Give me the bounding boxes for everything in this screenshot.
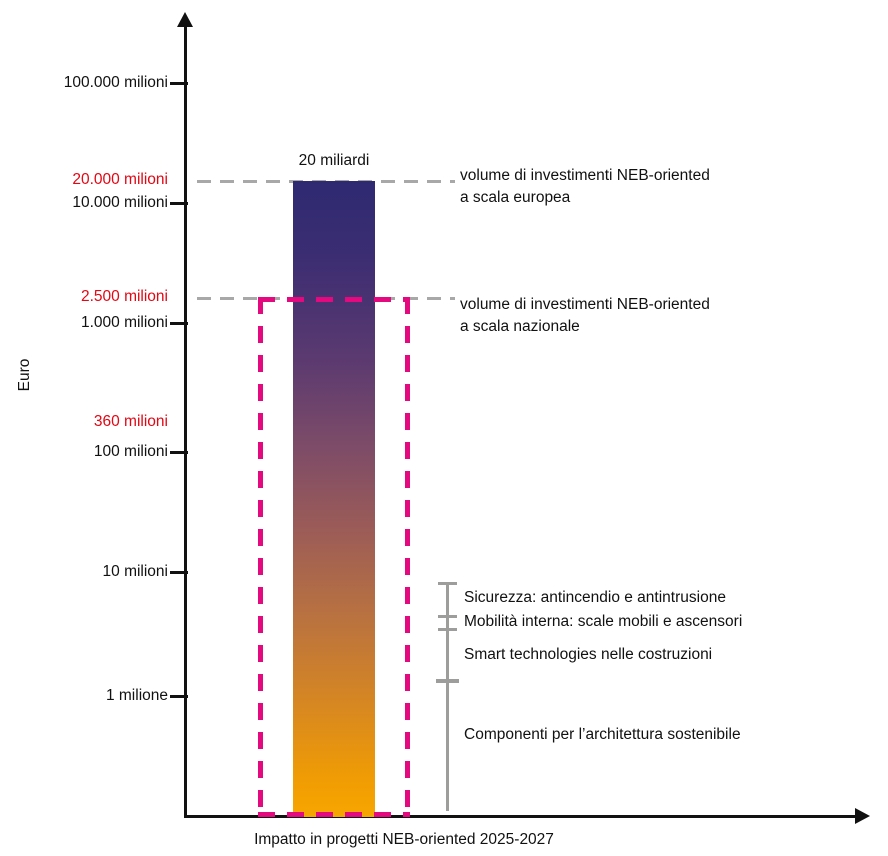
annotation-national-volume: volume di investimenti NEB-oriented a sc… xyxy=(460,294,710,338)
y-tick-label: 10 milioni xyxy=(102,563,168,580)
annotation-line: volume di investimenti NEB-oriented xyxy=(460,296,710,313)
y-tick xyxy=(170,695,188,698)
y-tick xyxy=(170,82,188,85)
y-tick-label: 1.000 milioni xyxy=(80,314,168,331)
y-tick-label: 100.000 milioni xyxy=(63,74,168,91)
y-tick xyxy=(170,451,188,454)
y-tick-label: 100 milioni xyxy=(93,443,168,460)
bracket-tick xyxy=(438,582,457,585)
highlight-box-left xyxy=(258,297,263,817)
investment-bar xyxy=(293,181,375,817)
x-axis-title: Impatto in progetti NEB-oriented 2025-20… xyxy=(254,831,554,848)
bracket-line xyxy=(446,582,449,811)
y-tick-label-highlight: 20.000 milioni xyxy=(72,171,168,188)
y-tick xyxy=(170,322,188,325)
y-axis-title: Euro xyxy=(16,358,33,392)
annotation-line: a scala europea xyxy=(460,189,571,206)
segment-label-componenti: Componenti per l’architettura sostenibil… xyxy=(464,726,741,743)
bar-value-label: 20 miliardi xyxy=(298,152,370,169)
segment-label-mobilita: Mobilità interna: scale mobili e ascenso… xyxy=(464,613,743,630)
segment-label-sicurezza: Sicurezza: antincendio e antintrusione xyxy=(464,589,726,606)
highlight-box-top xyxy=(258,297,410,302)
y-axis xyxy=(184,26,187,818)
highlight-box-bottom xyxy=(258,812,410,817)
bracket-tick xyxy=(438,628,457,631)
y-axis-arrow-icon xyxy=(177,12,193,27)
y-tick-label: 1 milione xyxy=(105,687,168,704)
segment-label-smart-technologies: Smart technologies nelle costruzioni xyxy=(464,646,713,663)
annotation-line: a scala nazionale xyxy=(460,318,580,335)
bracket-tick xyxy=(438,615,457,618)
annotation-line: volume di investimenti NEB-oriented xyxy=(460,167,710,184)
y-tick-label-highlight: 2.500 milioni xyxy=(80,288,168,305)
y-tick-label: 10.000 milioni xyxy=(72,194,168,211)
bracket-tick xyxy=(436,679,459,683)
highlight-box-right xyxy=(405,297,410,817)
y-tick-label-highlight: 360 milioni xyxy=(93,413,168,430)
annotation-european-volume: volume di investimenti NEB-oriented a sc… xyxy=(460,165,710,209)
y-tick xyxy=(170,571,188,574)
y-tick xyxy=(170,202,188,205)
x-axis-arrow-icon xyxy=(855,808,870,824)
x-axis xyxy=(184,815,856,818)
